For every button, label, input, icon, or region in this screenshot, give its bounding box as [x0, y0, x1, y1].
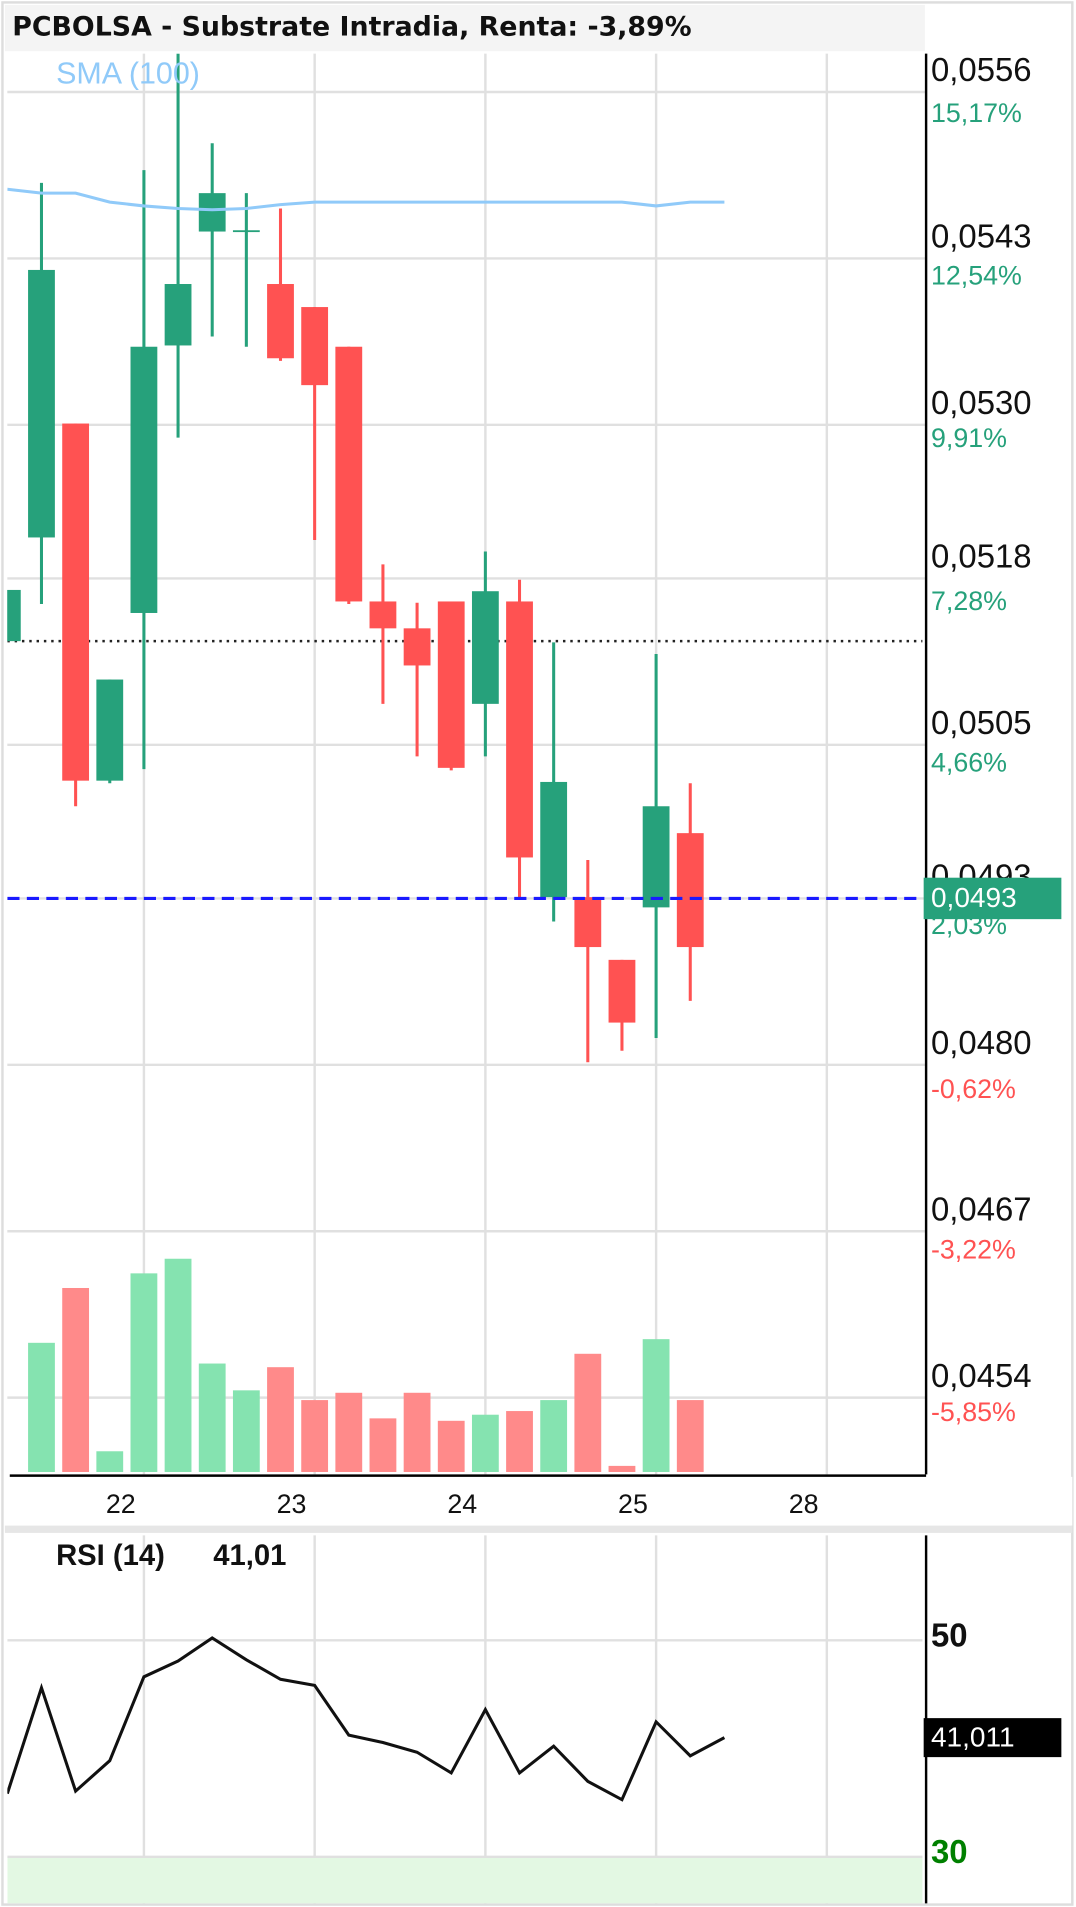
volume-bar	[96, 1451, 124, 1472]
last-price-label: 0,0493	[931, 882, 1017, 913]
volume-bar	[574, 1353, 602, 1472]
volume-bar	[608, 1465, 636, 1472]
chart-title: PCBOLSA - Substrate Intradia, Renta: -3,…	[12, 12, 691, 43]
candle-body	[506, 601, 533, 858]
y-tick-label: 0,0480	[931, 1024, 1032, 1061]
last-price-box	[923, 877, 1062, 920]
candle-body	[301, 307, 329, 386]
y2-tick-label: 7,28%	[931, 586, 1007, 616]
candle-body	[403, 628, 431, 666]
x-tick-label: 28	[789, 1489, 819, 1519]
volume-bar	[164, 1258, 192, 1472]
x-tick-label: 22	[106, 1489, 136, 1519]
volume-bar	[335, 1392, 363, 1472]
candle-body	[471, 591, 499, 704]
y2-tick-label: -0,62%	[931, 1074, 1016, 1104]
candle-body	[96, 679, 124, 781]
rsi-header-value: 41,01	[213, 1540, 286, 1572]
candle-body	[574, 897, 602, 948]
candle-body	[232, 230, 260, 233]
separator	[4, 1525, 1073, 1533]
y2-tick-label: 9,91%	[931, 423, 1007, 453]
volume-bar	[506, 1411, 533, 1472]
y2-tick-label: -3,22%	[931, 1235, 1016, 1265]
candle-body	[28, 269, 55, 538]
candle-body	[164, 284, 192, 346]
volume-bar	[437, 1420, 465, 1472]
volume-layer	[28, 1258, 704, 1472]
rsi-current-label: 41,011	[931, 1721, 1015, 1752]
volume-bar	[267, 1367, 294, 1472]
volume-bar	[471, 1414, 499, 1472]
y2-tick-label: -5,85%	[931, 1397, 1016, 1427]
volume-bar	[369, 1418, 397, 1472]
candle-body	[437, 601, 465, 768]
candle-body	[335, 346, 363, 602]
y-tick-label: 0,0505	[931, 704, 1032, 741]
y2-tick-label: 4,66%	[931, 748, 1007, 778]
y-tick-label: 30	[931, 1833, 968, 1870]
y2-tick-label: 12,54%	[931, 261, 1022, 291]
sma-line	[7, 187, 725, 212]
candle-body	[676, 833, 704, 948]
volume-bar	[676, 1400, 704, 1472]
rsi-current-box	[923, 1718, 1062, 1758]
volume-bar	[232, 1390, 260, 1472]
y2-tick-label: 15,17%	[931, 98, 1022, 128]
y-tick-label: 0,0454	[931, 1357, 1032, 1394]
legend-entry: SMA (100)	[56, 57, 200, 91]
volume-bar	[301, 1400, 329, 1472]
y-tick-label: 0,0556	[931, 51, 1032, 88]
date-axis-bg	[4, 1476, 1073, 1526]
y-tick-label: 0,0518	[931, 538, 1032, 575]
rsi-title: RSI (14)	[56, 1540, 165, 1572]
y-tick-label: 0,0467	[931, 1190, 1032, 1227]
candle-body	[62, 423, 90, 781]
x-tick-label: 23	[277, 1489, 307, 1519]
volume-bar	[642, 1339, 670, 1472]
volume-bar	[28, 1342, 55, 1472]
rsi-layer	[7, 1636, 923, 1904]
y-tick-label: 0,0530	[931, 384, 1032, 421]
y-tick-label: 50	[931, 1617, 968, 1654]
candle-body	[369, 601, 397, 629]
candle-body	[540, 781, 568, 898]
label-layer: 0,0556 0,0543 0,0530 0,0518 0,0505 0,0493 0,04…	[106, 51, 1062, 1870]
candle-body	[198, 193, 226, 232]
volume-bar	[403, 1392, 431, 1472]
title-bar	[4, 4, 925, 52]
x-tick-label: 25	[618, 1489, 648, 1519]
volume-bar	[62, 1287, 90, 1472]
candle-body	[642, 806, 670, 908]
x-tick-label: 24	[447, 1489, 477, 1519]
candle-body	[7, 589, 21, 642]
volume-bar	[540, 1400, 568, 1472]
volume-bar	[130, 1273, 158, 1472]
rsi-line	[7, 1636, 726, 1802]
price-layer	[7, 53, 923, 1063]
candle-body	[130, 346, 158, 613]
candle-body	[608, 959, 636, 1023]
y-tick-label: 0,0543	[931, 218, 1032, 255]
candle-body	[267, 284, 294, 359]
volume-bar	[198, 1363, 226, 1472]
oversold-band	[7, 1856, 923, 1904]
